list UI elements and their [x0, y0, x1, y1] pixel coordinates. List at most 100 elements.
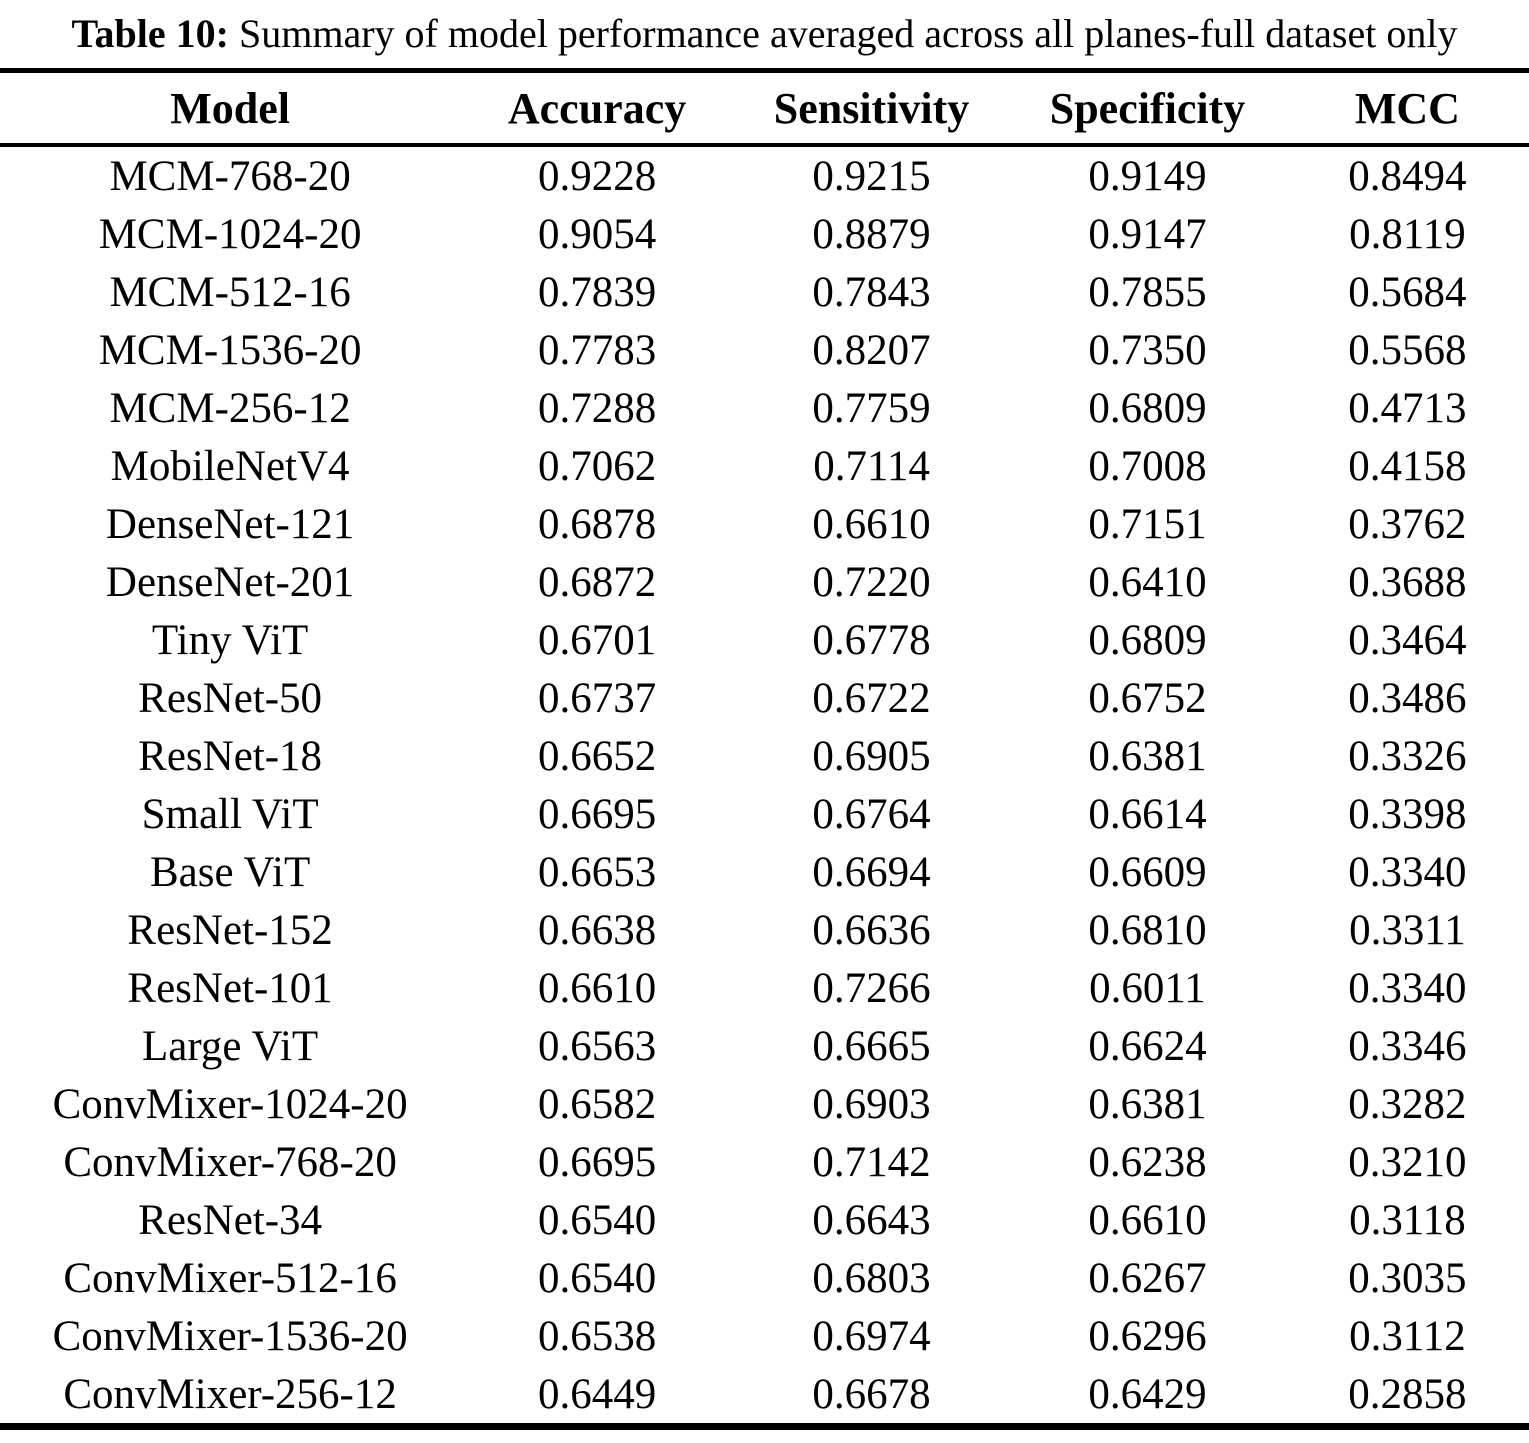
specificity-cell: 0.6267 — [1088, 1254, 1207, 1302]
mcc-cell: 0.3118 — [1349, 1196, 1466, 1244]
model-cell: ResNet-34 — [138, 1196, 323, 1244]
specificity-cell: 0.6752 — [1088, 674, 1207, 722]
mcc-cell: 0.3311 — [1349, 906, 1466, 954]
mcc-cell: 0.3346 — [1348, 1022, 1467, 1070]
specificity-cell: 0.6429 — [1088, 1370, 1207, 1418]
sensitivity-cell: 0.7759 — [812, 384, 931, 432]
model-cell: MCM-1024-20 — [98, 210, 362, 258]
model-cell: Large ViT — [142, 1022, 319, 1070]
mcc-cell: 0.3112 — [1349, 1312, 1466, 1360]
table-row: DenseNet-121 0.6878 0.6610 0.7151 0.3762 — [0, 495, 1529, 553]
mcc-cell: 0.3340 — [1348, 964, 1467, 1012]
sensitivity-cell: 0.6678 — [812, 1370, 931, 1418]
column-header-specificity: Specificity — [1009, 70, 1286, 147]
mcc-cell: 0.3464 — [1348, 616, 1467, 664]
specificity-cell: 0.6609 — [1088, 848, 1207, 896]
accuracy-cell: 0.7062 — [537, 442, 657, 490]
accuracy-cell: 0.6695 — [537, 790, 657, 838]
mcc-cell: 0.3688 — [1348, 558, 1467, 606]
table-row: ResNet-34 0.6540 0.6643 0.6610 0.3118 — [0, 1191, 1529, 1249]
sensitivity-cell: 0.6803 — [812, 1254, 931, 1302]
specificity-cell: 0.6011 — [1089, 964, 1206, 1012]
specificity-cell: 0.6296 — [1088, 1312, 1207, 1360]
model-cell: ConvMixer-1024-20 — [52, 1080, 408, 1128]
model-cell: ResNet-50 — [138, 674, 323, 722]
specificity-cell: 0.7008 — [1088, 442, 1207, 490]
sensitivity-cell: 0.7266 — [812, 964, 931, 1012]
table-row: ConvMixer-512-16 0.6540 0.6803 0.6267 0.3035 — [0, 1249, 1529, 1307]
specificity-cell: 0.6614 — [1088, 790, 1207, 838]
model-cell: MCM-1536-20 — [98, 326, 362, 374]
model-cell: MCM-512-16 — [109, 268, 351, 316]
table-row: DenseNet-201 0.6872 0.7220 0.6410 0.3688 — [0, 553, 1529, 611]
accuracy-cell: 0.6695 — [537, 1138, 657, 1186]
sensitivity-cell: 0.7114 — [813, 442, 930, 490]
model-cell: DenseNet-121 — [105, 500, 355, 548]
sensitivity-cell: 0.6643 — [812, 1196, 931, 1244]
accuracy-cell: 0.6638 — [537, 906, 657, 954]
mcc-cell: 0.3326 — [1348, 732, 1467, 780]
accuracy-cell: 0.9054 — [537, 210, 657, 258]
table-row: MCM-768-20 0.9228 0.9215 0.9149 0.8494 — [0, 145, 1529, 205]
table-row: Small ViT 0.6695 0.6764 0.6614 0.3398 — [0, 785, 1529, 843]
mcc-cell: 0.3486 — [1348, 674, 1467, 722]
mcc-cell: 0.3035 — [1348, 1254, 1467, 1302]
accuracy-cell: 0.6538 — [537, 1312, 657, 1360]
header-row: Model Accuracy Sensitivity Specificity M… — [0, 70, 1529, 147]
accuracy-cell: 0.6540 — [537, 1254, 657, 1302]
accuracy-cell: 0.6701 — [537, 616, 657, 664]
model-cell: ResNet-152 — [127, 906, 333, 954]
table-body: MCM-768-20 0.9228 0.9215 0.9149 0.8494 MCM-10… — [0, 145, 1529, 1427]
mcc-cell: 0.8119 — [1349, 210, 1466, 258]
caption-text: Summary of model performance averaged ac… — [229, 11, 1458, 56]
results-table: Model Accuracy Sensitivity Specificity M… — [0, 68, 1529, 1430]
sensitivity-cell: 0.6665 — [812, 1022, 931, 1070]
table-row: ConvMixer-768-20 0.6695 0.7142 0.6238 0.3210 — [0, 1133, 1529, 1191]
model-cell: ConvMixer-1536-20 — [52, 1312, 408, 1360]
column-header-sensitivity: Sensitivity — [733, 70, 1010, 147]
column-header-model: Model — [0, 70, 461, 147]
table-row: ResNet-101 0.6610 0.7266 0.6011 0.3340 — [0, 959, 1529, 1017]
specificity-cell: 0.6809 — [1088, 616, 1207, 664]
mcc-cell: 0.3398 — [1348, 790, 1467, 838]
specificity-cell: 0.6610 — [1088, 1196, 1207, 1244]
accuracy-cell: 0.9228 — [537, 152, 657, 200]
table-row: Tiny ViT 0.6701 0.6778 0.6809 0.3464 — [0, 611, 1529, 669]
accuracy-cell: 0.6563 — [537, 1022, 657, 1070]
mcc-cell: 0.3210 — [1348, 1138, 1467, 1186]
table-row: MCM-256-12 0.7288 0.7759 0.6809 0.4713 — [0, 379, 1529, 437]
table-row: MCM-1024-20 0.9054 0.8879 0.9147 0.8119 — [0, 205, 1529, 263]
table-row: MobileNetV4 0.7062 0.7114 0.7008 0.4158 — [0, 437, 1529, 495]
specificity-cell: 0.9147 — [1088, 210, 1207, 258]
accuracy-cell: 0.6449 — [537, 1370, 657, 1418]
specificity-cell: 0.9149 — [1088, 152, 1207, 200]
table-row: Base ViT 0.6653 0.6694 0.6609 0.3340 — [0, 843, 1529, 901]
sensitivity-cell: 0.6610 — [812, 500, 931, 548]
table-row: Large ViT 0.6563 0.6665 0.6624 0.3346 — [0, 1017, 1529, 1075]
sensitivity-cell: 0.6636 — [812, 906, 931, 954]
specificity-cell: 0.6410 — [1088, 558, 1207, 606]
specificity-cell: 0.6381 — [1088, 1080, 1207, 1128]
table-row: ConvMixer-1536-20 0.6538 0.6974 0.6296 0.311… — [0, 1307, 1529, 1365]
table-row: ResNet-152 0.6638 0.6636 0.6810 0.3311 — [0, 901, 1529, 959]
specificity-cell: 0.7855 — [1088, 268, 1207, 316]
sensitivity-cell: 0.6694 — [812, 848, 931, 896]
specificity-cell: 0.7151 — [1088, 500, 1207, 548]
table-row: ResNet-18 0.6652 0.6905 0.6381 0.3326 — [0, 727, 1529, 785]
model-cell: ResNet-101 — [127, 964, 333, 1012]
accuracy-cell: 0.7288 — [537, 384, 657, 432]
sensitivity-cell: 0.6905 — [812, 732, 931, 780]
table-row: MCM-512-16 0.7839 0.7843 0.7855 0.5684 — [0, 263, 1529, 321]
mcc-cell: 0.4158 — [1348, 442, 1467, 490]
model-cell: Base ViT — [149, 848, 311, 896]
sensitivity-cell: 0.7142 — [812, 1138, 931, 1186]
sensitivity-cell: 0.6778 — [812, 616, 931, 664]
mcc-cell: 0.3340 — [1348, 848, 1467, 896]
caption-label: Table 10: — [71, 11, 229, 56]
accuracy-cell: 0.6582 — [537, 1080, 657, 1128]
model-cell: MobileNetV4 — [110, 442, 350, 490]
model-cell: ConvMixer-768-20 — [63, 1138, 397, 1186]
accuracy-cell: 0.6540 — [537, 1196, 657, 1244]
mcc-cell: 0.5568 — [1348, 326, 1467, 374]
